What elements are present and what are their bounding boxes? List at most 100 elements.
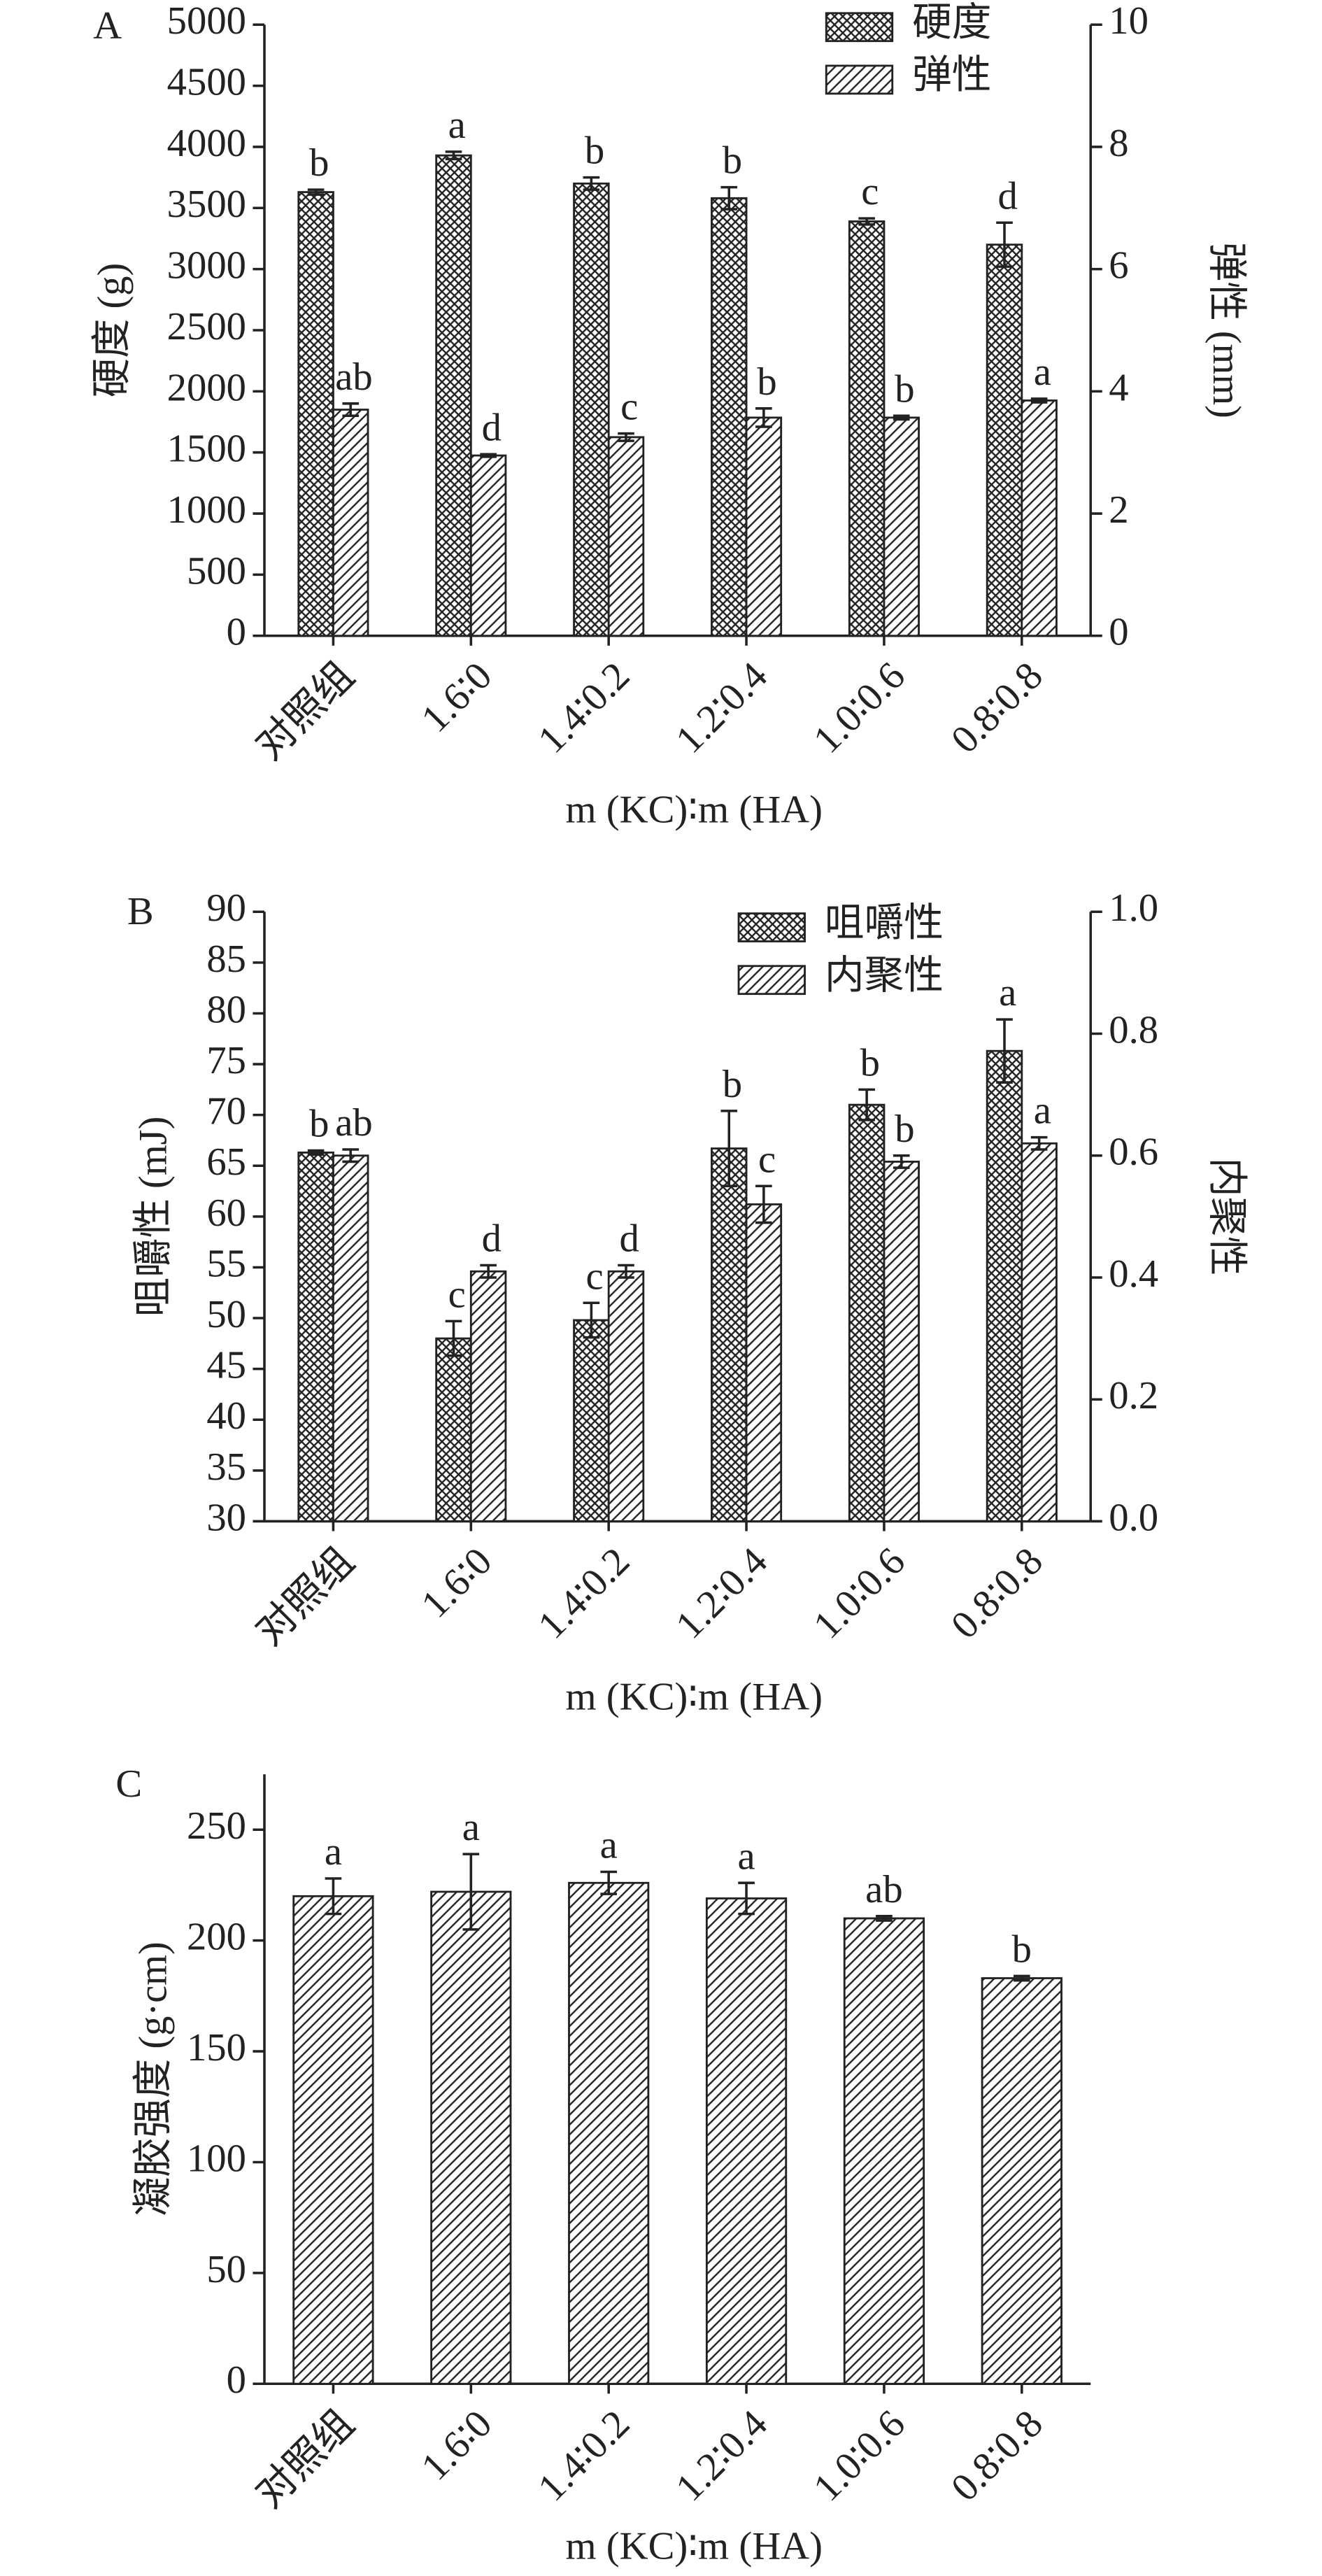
y-tick-label: 2000 (167, 366, 246, 409)
bar (883, 416, 920, 637)
y-tick-label: 100 (187, 2137, 246, 2181)
y2-tick-label: 0.8 (1109, 1009, 1158, 1052)
bar (986, 1049, 1023, 1522)
x-tick-label: 1.2∶0.4 (667, 654, 776, 762)
error-bar (583, 1301, 600, 1339)
y-tick-label: 70 (206, 1090, 246, 1133)
bar (843, 1917, 925, 2385)
y-tick-label: 35 (206, 1445, 246, 1489)
bar (435, 1337, 472, 1522)
error-bar (462, 1853, 480, 1931)
error-bar (893, 414, 910, 421)
bar (469, 454, 507, 637)
x-tick-label: 1.4∶0.2 (530, 1540, 639, 1648)
y2-tick-label: 1.0 (1109, 886, 1158, 930)
error-bar (738, 1881, 755, 1916)
significance-letter: c (448, 1273, 466, 1317)
x-axis-label: m (KC)∶m (HA) (566, 1675, 823, 1718)
error-bar (1013, 1974, 1030, 1982)
bar (745, 1203, 783, 1522)
bar (332, 1154, 369, 1522)
panel-letter: B (127, 890, 154, 933)
y2-axis-label: 内聚性 (1204, 1157, 1248, 1275)
y2-tick-label: 4 (1109, 366, 1128, 409)
legend-swatch (737, 965, 806, 996)
bar (297, 191, 334, 637)
y-tick-label: 5000 (167, 0, 246, 43)
y-tick-label: 30 (206, 1496, 246, 1540)
error-bar (858, 217, 875, 226)
y-tick-label: 50 (206, 2248, 246, 2291)
significance-letter: a (448, 104, 466, 147)
significance-letter: b (309, 1103, 329, 1146)
legend-swatch (825, 12, 894, 43)
y-tick-label: 4000 (167, 122, 246, 165)
x-tick-label: 对照组 (248, 1540, 362, 1654)
significance-letter: b (895, 367, 914, 411)
significance-letter: a (325, 1830, 342, 1874)
significance-letter: c (586, 1254, 604, 1298)
bar (705, 1897, 788, 2385)
x-tick-label: 0.8∶0.8 (943, 654, 1051, 762)
significance-letter: b (309, 141, 329, 185)
y-tick-label: 150 (187, 2026, 246, 2069)
y-tick-label: 40 (206, 1394, 246, 1438)
y2-tick-label: 10 (1109, 0, 1149, 43)
legend-label: 内聚性 (825, 954, 944, 998)
error-bar (720, 185, 738, 211)
error-bar (307, 188, 325, 196)
y2-tick-label: 0 (1109, 611, 1128, 654)
bar (745, 416, 783, 637)
bar (469, 1270, 507, 1522)
y-tick-label: 75 (206, 1039, 246, 1082)
error-bar (618, 1264, 634, 1279)
error-bar (583, 176, 600, 191)
significance-letter: d (998, 174, 1018, 218)
x-tick-label: 1.0∶0.6 (805, 654, 914, 762)
panel-letter: A (93, 4, 122, 48)
significance-letter: a (1034, 1089, 1051, 1133)
significance-letter: a (1034, 351, 1051, 394)
y-tick-label: 55 (206, 1243, 246, 1286)
error-bar (342, 402, 360, 418)
y-tick-label: 1000 (167, 488, 246, 532)
bar (1021, 1142, 1058, 1522)
significance-letter: a (462, 1806, 480, 1849)
error-bar (480, 453, 497, 458)
significance-letter: c (758, 1138, 776, 1181)
bar (848, 220, 886, 637)
significance-letter: ab (335, 1101, 373, 1145)
legend-label: 硬度 (912, 1, 991, 45)
y-tick-label: 90 (206, 886, 246, 930)
y-axis-label: 硬度 (g) (90, 263, 134, 397)
significance-letter: d (482, 1217, 502, 1261)
y-tick-label: 250 (187, 1804, 246, 1848)
x-tick-label: 1.4∶0.2 (530, 2402, 639, 2510)
error-bar (618, 432, 634, 442)
significance-letter: ab (865, 1868, 903, 1911)
error-bar (445, 1319, 462, 1357)
significance-letter: a (600, 1824, 618, 1867)
x-tick-label: 对照组 (248, 2402, 362, 2517)
bar (297, 1151, 334, 1522)
x-tick-label: 1.6∶0 (413, 654, 501, 741)
y2-tick-label: 6 (1109, 244, 1128, 288)
bar (883, 1161, 920, 1522)
y-tick-label: 200 (187, 1916, 246, 1959)
y-tick-label: 500 (187, 549, 246, 593)
y2-tick-label: 0.4 (1109, 1252, 1158, 1296)
significance-letter: c (861, 170, 879, 213)
y2-tick-label: 0.2 (1109, 1374, 1158, 1417)
error-bar (325, 1877, 342, 1916)
y2-tick-label: 8 (1109, 122, 1128, 165)
x-tick-label: 1.2∶0.4 (667, 2402, 776, 2510)
bar (573, 182, 610, 637)
significance-letter: d (620, 1217, 639, 1261)
bar (332, 409, 369, 637)
bar (981, 1977, 1062, 2385)
x-axis-label: m (KC)∶m (HA) (566, 788, 823, 831)
bar (986, 243, 1023, 637)
bar (711, 197, 748, 637)
error-bar (1030, 397, 1048, 404)
